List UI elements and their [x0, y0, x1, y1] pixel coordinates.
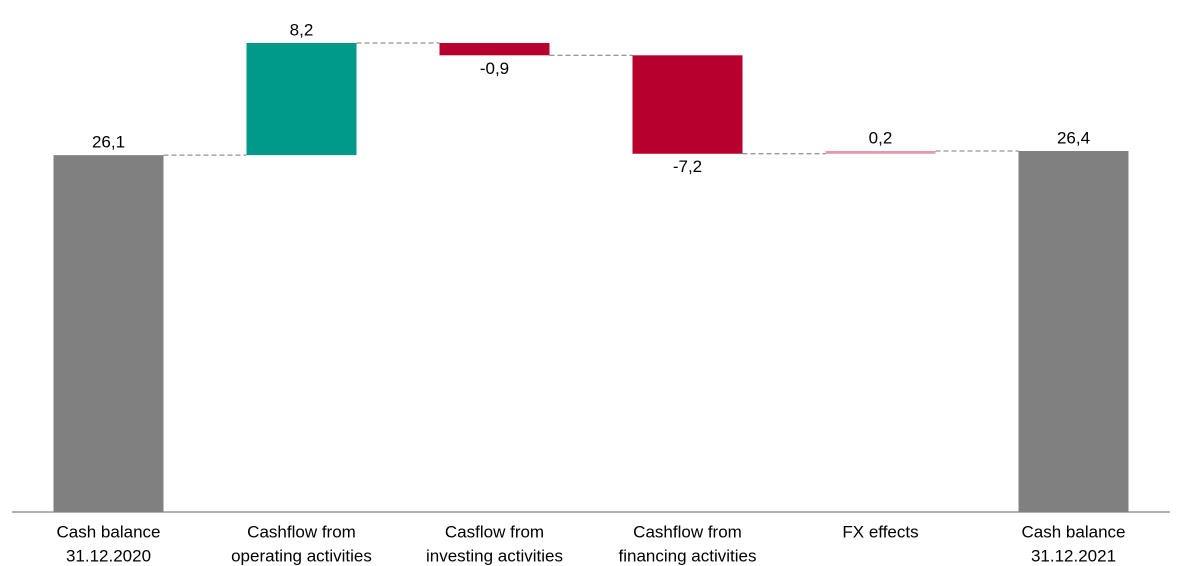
value-label: -0,9 — [480, 59, 509, 78]
x-tick-label: 31.12.2021 — [1031, 546, 1116, 565]
x-tick-label: FX effects — [842, 522, 918, 541]
x-tick-label: financing activities — [619, 546, 757, 565]
x-tick-label: Casflow from — [445, 522, 544, 541]
x-tick-label: Cashflow from — [247, 522, 356, 541]
value-label: -7,2 — [673, 157, 702, 176]
value-label: 26,1 — [92, 133, 125, 152]
x-tick-label: Cash balance — [1022, 522, 1126, 541]
value-label: 8,2 — [290, 20, 314, 39]
x-tick-label: investing activities — [426, 546, 563, 565]
x-tick-label: operating activities — [231, 546, 372, 565]
value-label: 0,2 — [869, 129, 893, 148]
value-label: 26,4 — [1057, 129, 1090, 148]
bar — [439, 43, 550, 56]
bar — [53, 155, 164, 513]
x-tick-label: Cash balance — [57, 522, 161, 541]
bar — [825, 151, 936, 154]
bar — [1018, 151, 1129, 513]
bar — [246, 43, 357, 156]
bar — [632, 55, 743, 154]
x-tick-label: 31.12.2020 — [66, 546, 151, 565]
x-tick-label: Cashflow from — [633, 522, 742, 541]
